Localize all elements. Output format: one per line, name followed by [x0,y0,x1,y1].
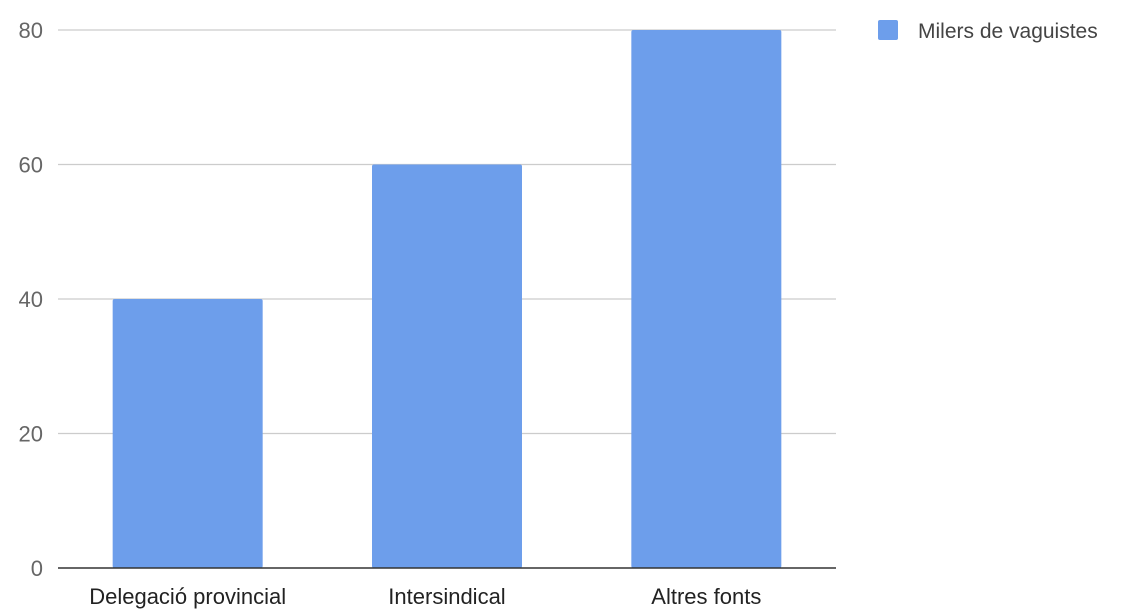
x-tick-label-2: Altres fonts [651,584,761,609]
y-tick-label-40: 40 [19,287,43,312]
bar-0 [112,299,263,568]
y-tick-label-0: 0 [31,556,43,581]
legend: Milers de vaguistes [878,20,1098,43]
x-tick-label-1: Intersindical [388,584,505,609]
bar-1 [372,164,522,568]
x-axis-tick-labels: Delegació provincial Intersindical Altres … [89,584,761,609]
bar-2 [631,30,782,568]
x-tick-label-0: Delegació provincial [89,584,286,609]
bars [112,30,782,568]
y-axis-tick-labels: 0 20 40 60 80 [19,18,43,581]
legend-label: Milers de vaguistes [918,20,1098,43]
legend-swatch [878,20,898,40]
y-tick-label-20: 20 [19,422,43,447]
y-tick-label-60: 60 [19,153,43,178]
y-tick-label-80: 80 [19,18,43,43]
